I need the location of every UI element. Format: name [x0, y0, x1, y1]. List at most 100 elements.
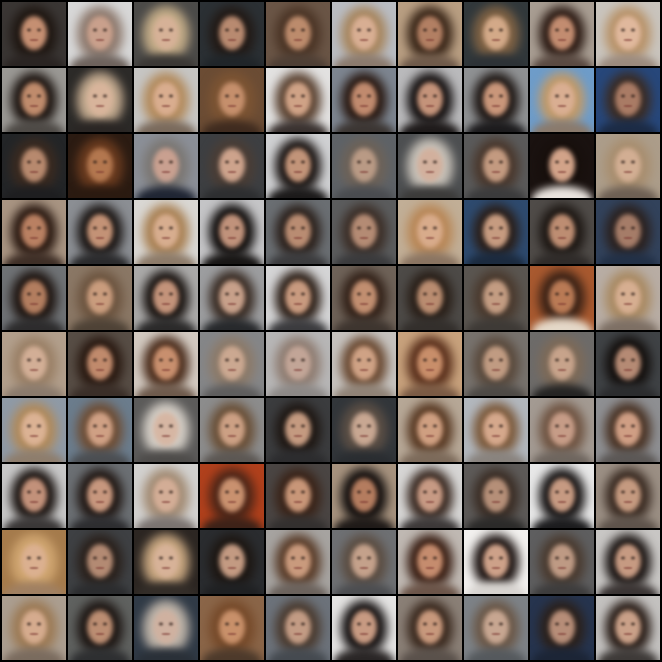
- shoulders-region: [334, 318, 394, 330]
- shoulders-region: [136, 384, 196, 396]
- mouth: [95, 105, 105, 108]
- mouth: [557, 369, 567, 372]
- mouth: [293, 435, 303, 438]
- eyes: [555, 490, 569, 494]
- face-region: [21, 477, 47, 512]
- face-region: [351, 15, 377, 50]
- eyes: [225, 226, 239, 230]
- mouth: [29, 369, 39, 372]
- shoulders-region: [400, 648, 460, 660]
- face-thumbnail: [596, 200, 660, 264]
- eyes: [621, 292, 635, 296]
- shoulders-region: [136, 318, 196, 330]
- face-thumbnail: [68, 332, 132, 396]
- mouth: [359, 369, 369, 372]
- shoulders-region: [400, 186, 460, 198]
- shoulders-region: [598, 582, 658, 594]
- mouth: [29, 39, 39, 42]
- shoulders-region: [400, 582, 460, 594]
- face-region: [21, 213, 47, 248]
- eyes: [93, 424, 107, 428]
- face-thumbnail: [200, 266, 264, 330]
- shoulders-region: [400, 516, 460, 528]
- face-thumbnail: [68, 68, 132, 132]
- mouth: [425, 369, 435, 372]
- mouth: [359, 105, 369, 108]
- eyes: [555, 292, 569, 296]
- shoulders-region: [268, 384, 328, 396]
- face-region: [219, 147, 245, 182]
- face-region: [219, 411, 245, 446]
- mouth: [425, 39, 435, 42]
- eyes: [27, 94, 41, 98]
- face-thumbnail: [200, 68, 264, 132]
- face-region: [153, 147, 179, 182]
- face-thumbnail: [464, 266, 528, 330]
- eyes: [291, 28, 305, 32]
- shoulders-region: [532, 384, 592, 396]
- eyes: [621, 556, 635, 560]
- mouth: [293, 567, 303, 570]
- face-thumbnail: [464, 134, 528, 198]
- eyes: [357, 490, 371, 494]
- mouth: [161, 171, 171, 174]
- face-thumbnail: [266, 596, 330, 660]
- face-region: [153, 411, 179, 446]
- shoulders-region: [202, 318, 262, 330]
- face-thumbnail: [398, 200, 462, 264]
- face-thumbnail: [200, 2, 264, 66]
- face-thumbnail: [134, 200, 198, 264]
- face-thumbnail: [596, 530, 660, 594]
- face-region: [483, 345, 509, 380]
- mouth: [161, 369, 171, 372]
- face-region: [549, 213, 575, 248]
- face-region: [285, 543, 311, 578]
- face-thumbnail: [266, 134, 330, 198]
- eyes: [489, 556, 503, 560]
- face-region: [417, 147, 443, 182]
- eyes: [357, 226, 371, 230]
- eyes: [621, 226, 635, 230]
- shoulders-region: [268, 318, 328, 330]
- eyes: [423, 622, 437, 626]
- shoulders-region: [598, 54, 658, 66]
- face-thumbnail: [2, 530, 66, 594]
- eyes: [489, 490, 503, 494]
- eyes: [225, 94, 239, 98]
- eyes: [357, 292, 371, 296]
- mouth: [491, 567, 501, 570]
- eyes: [159, 622, 173, 626]
- mouth: [359, 567, 369, 570]
- eyes: [225, 490, 239, 494]
- face-thumbnail: [530, 2, 594, 66]
- face-region: [219, 213, 245, 248]
- eyes: [621, 94, 635, 98]
- shoulders-region: [136, 186, 196, 198]
- face-region: [417, 15, 443, 50]
- face-thumbnail: [68, 200, 132, 264]
- face-region: [351, 213, 377, 248]
- eyes: [27, 28, 41, 32]
- shoulders-region: [202, 384, 262, 396]
- face-region: [615, 15, 641, 50]
- mouth: [623, 303, 633, 306]
- shoulders-region: [70, 252, 130, 264]
- face-region: [285, 609, 311, 644]
- eyes: [93, 622, 107, 626]
- mouth: [425, 567, 435, 570]
- face-thumbnail: [596, 464, 660, 528]
- eyes: [159, 292, 173, 296]
- face-thumbnail: [530, 464, 594, 528]
- face-thumbnail: [398, 398, 462, 462]
- mouth: [227, 435, 237, 438]
- eyes: [291, 424, 305, 428]
- eyes: [27, 556, 41, 560]
- shoulders-region: [334, 648, 394, 660]
- mouth: [95, 237, 105, 240]
- mouth: [557, 633, 567, 636]
- face-region: [351, 411, 377, 446]
- shoulders-region: [334, 450, 394, 462]
- face-region: [153, 15, 179, 50]
- shoulders-region: [4, 120, 64, 132]
- face-region: [549, 81, 575, 116]
